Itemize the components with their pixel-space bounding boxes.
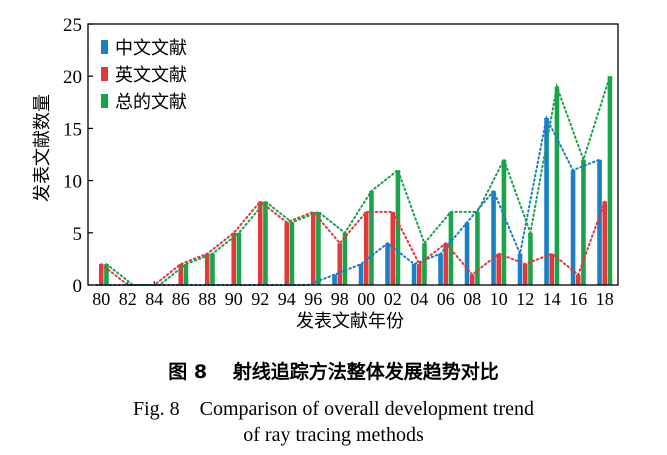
bar-english — [98, 264, 104, 285]
y-tick-label: 0 — [73, 276, 83, 297]
plot-frame — [87, 23, 619, 286]
bar-chinese — [438, 253, 443, 285]
x-axis-ticks: 80 82 84 86 88 90 92 94 96 98 00 02 04 06 08 10 12 14 16 18 — [92, 281, 614, 309]
bar-english — [337, 243, 343, 285]
trend-line-chinese — [95, 114, 601, 286]
x-tick-label: 00 — [357, 289, 375, 309]
legend-label-chinese: 中文文献 — [115, 38, 187, 59]
x-tick-label: 84 — [145, 289, 163, 309]
bar-english — [257, 201, 263, 285]
legend-swatch-total — [101, 94, 108, 108]
bar-english — [522, 264, 528, 285]
trend-line-english — [100, 200, 606, 286]
x-tick-label: 90 — [225, 289, 243, 309]
bar-english — [310, 211, 316, 285]
x-tick-label: 08 — [463, 289, 481, 309]
x-tick-label: 12 — [516, 289, 534, 309]
x-tick-label: 18 — [596, 289, 614, 309]
x-tick-label: 92 — [251, 289, 269, 309]
x-tick-label: 14 — [543, 289, 561, 309]
bar-english — [284, 222, 290, 285]
bar-total — [581, 159, 586, 285]
bar-chinese — [464, 222, 470, 285]
x-tick-label: 96 — [304, 289, 322, 309]
y-tick-label: 10 — [63, 172, 82, 193]
bar-total — [554, 86, 560, 285]
bar-english — [602, 201, 608, 285]
x-tick-label: 98 — [331, 289, 349, 309]
bar-english — [204, 253, 210, 285]
bar-total — [210, 253, 215, 285]
bar-english — [178, 264, 184, 285]
bar-english — [496, 253, 502, 285]
x-tick-label: 88 — [198, 289, 216, 309]
x-tick-label: 10 — [490, 289, 508, 309]
x-tick-label: 86 — [172, 289, 190, 309]
bar-total — [475, 211, 480, 285]
x-tick-label: 94 — [278, 289, 296, 309]
bars — [98, 76, 613, 286]
bar-chinese — [544, 117, 549, 286]
bar-chinese — [411, 264, 417, 285]
legend-swatch-english — [101, 67, 108, 81]
y-tick-label: 20 — [63, 67, 82, 88]
y-axis-label: 发表文献数量 — [32, 94, 53, 202]
figure-caption-english-line2: of ray tracing methods — [243, 424, 424, 446]
trend-lines — [95, 75, 611, 286]
x-axis-label: 发表文献年份 — [296, 311, 404, 332]
x-tick-label: 82 — [119, 289, 137, 309]
bar-chinese — [332, 274, 337, 285]
legend-swatch-chinese — [101, 40, 108, 54]
y-axis-ticks: 0 5 10 15 20 25 — [63, 15, 93, 297]
x-tick-label: 16 — [569, 289, 587, 309]
bar-english — [390, 211, 396, 285]
legend-label-english: 英文文献 — [115, 65, 187, 86]
bar-chinese — [385, 243, 390, 285]
bar-total — [183, 264, 189, 285]
legend-label-total: 总的文献 — [115, 92, 187, 113]
figure-caption-english-line1: Fig. 8 Comparison of overall development… — [132, 398, 535, 420]
bar-total — [104, 264, 109, 285]
bar-english — [443, 243, 449, 285]
x-tick-label: 02 — [384, 289, 402, 309]
figure-caption-chinese: 图 8 射线追踪方法整体发展趋势对比 — [168, 361, 499, 383]
bar-total — [501, 159, 507, 285]
bar-total — [369, 191, 374, 285]
x-tick-label: 04 — [410, 289, 428, 309]
x-tick-label: 06 — [437, 289, 455, 309]
bar-english — [549, 253, 555, 285]
bar-chinese — [570, 170, 576, 285]
bar-chinese — [358, 264, 364, 285]
bar-total — [342, 232, 348, 285]
trend-line-total — [105, 75, 611, 286]
bar-chinese — [517, 253, 523, 285]
bar-chart: 发表文献数量 发表文献年份 0 5 10 15 20 25 80 82 84 86 88 90 92 9… — [32, 15, 619, 332]
bar-english — [231, 232, 237, 285]
bar-english — [575, 274, 581, 285]
bar-total — [528, 232, 533, 285]
y-tick-label: 5 — [73, 224, 83, 245]
bar-english — [469, 274, 475, 285]
y-tick-label: 15 — [63, 119, 82, 140]
bar-total — [263, 201, 268, 285]
bar-english — [363, 211, 369, 285]
y-tick-label: 25 — [63, 15, 82, 36]
bar-total — [236, 232, 242, 285]
bar-total — [422, 243, 427, 285]
bar-total — [289, 222, 295, 285]
bar-chinese — [597, 159, 602, 285]
bar-chinese — [491, 191, 496, 285]
bar-total — [395, 170, 401, 285]
x-tick-label: 80 — [92, 289, 110, 309]
bar-english — [416, 264, 422, 285]
bar-total — [607, 76, 613, 285]
bar-total — [316, 211, 321, 285]
